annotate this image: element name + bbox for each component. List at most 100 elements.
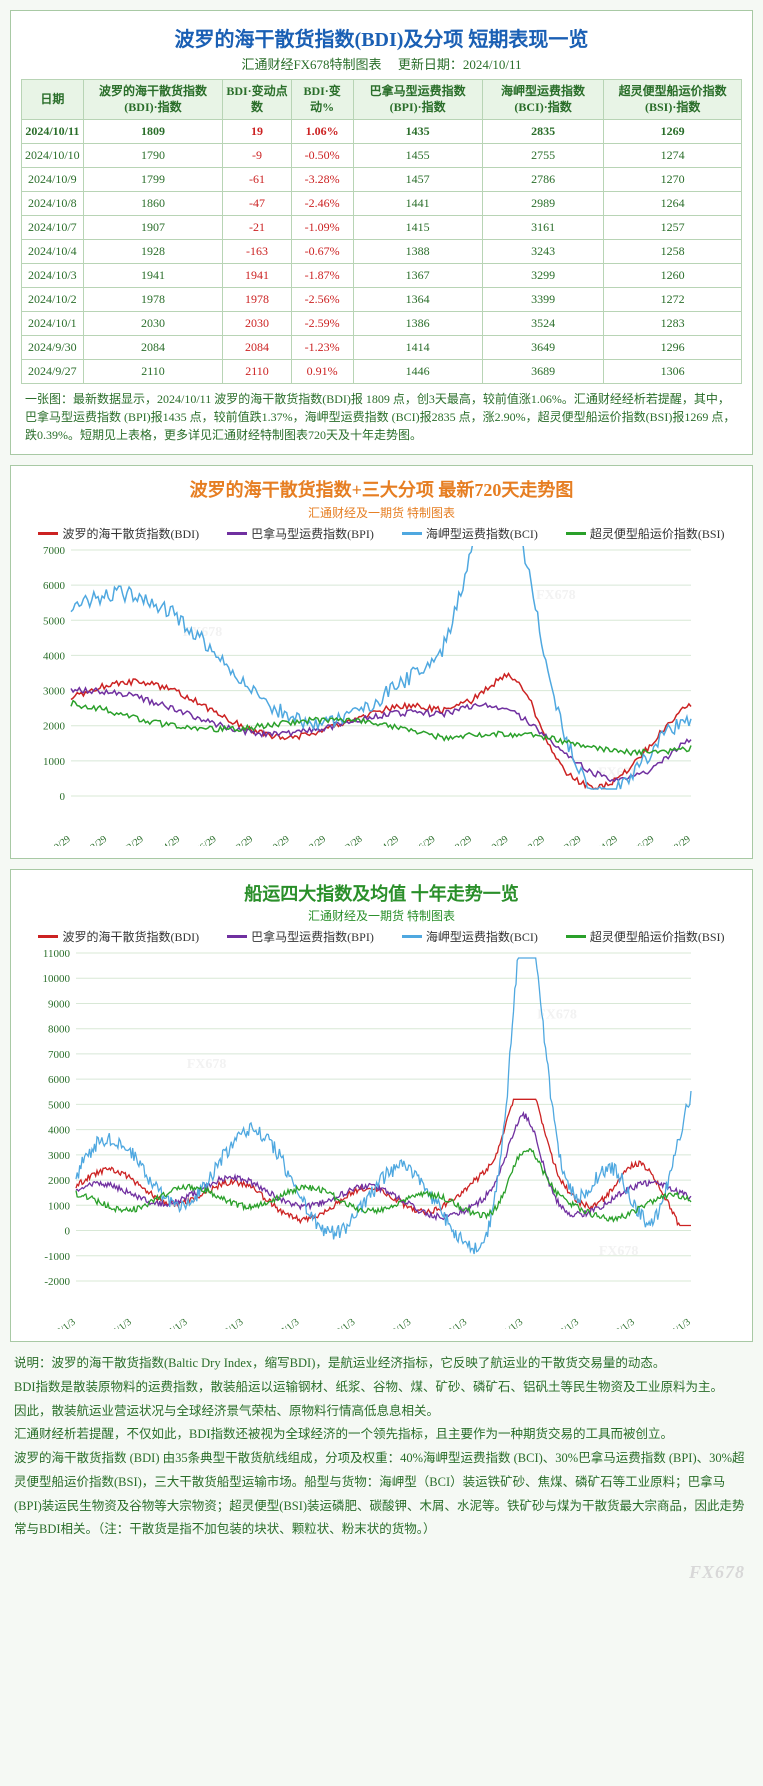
svg-text:2022/4/29: 2022/4/29 xyxy=(144,834,183,846)
table-cell: 2024/10/8 xyxy=(22,192,84,216)
table-cell: 1272 xyxy=(604,288,742,312)
table-row: 2024/10/71907-21-1.09%141531611257 xyxy=(22,216,742,240)
table-cell: 2024/10/2 xyxy=(22,288,84,312)
table-cell: 2084 xyxy=(83,336,223,360)
table-cell: 1258 xyxy=(604,240,742,264)
table-cell: 2024/10/3 xyxy=(22,264,84,288)
table-cell: 1364 xyxy=(353,288,482,312)
svg-text:1000: 1000 xyxy=(48,1200,71,1212)
table-cell: 2110 xyxy=(223,360,291,384)
table-cell: 1270 xyxy=(604,168,742,192)
table-cell: 1446 xyxy=(353,360,482,384)
svg-text:2021/1/3: 2021/1/3 xyxy=(490,1317,525,1329)
bdi-table: 日期波罗的海干散货指数(BDI)·指数BDI·变动点数BDI·变动%巴拿马型运费… xyxy=(21,79,742,384)
chart720-plot: 010002000300040005000600070002021/10/292… xyxy=(21,546,742,850)
chart720-panel: 波罗的海干散货指数+三大分项 最新720天走势图 汇通财经及一期货 特制图表 波… xyxy=(10,465,753,859)
table-panel: 波罗的海干散货指数(BDI)及分项 短期表现一览 汇通财经FX678特制图表 更… xyxy=(10,10,753,455)
svg-text:8000: 8000 xyxy=(48,1024,71,1036)
svg-text:-2000: -2000 xyxy=(44,1276,70,1288)
table-cell: 1941 xyxy=(223,264,291,288)
table-cell: -2.46% xyxy=(291,192,353,216)
explanation-p3: 因此，散装航运业营运状况与全球经济景气荣枯、原物料行情高低息息相关。 xyxy=(14,1400,749,1424)
svg-text:2023/2/28: 2023/2/28 xyxy=(326,834,365,846)
table-cell: 1274 xyxy=(604,144,742,168)
svg-text:2022/10/29: 2022/10/29 xyxy=(249,834,292,846)
table-cell: 1414 xyxy=(353,336,482,360)
table-cell: 1790 xyxy=(83,144,223,168)
legend-swatch xyxy=(566,935,586,938)
table-cell: 1860 xyxy=(83,192,223,216)
svg-text:3000: 3000 xyxy=(48,1150,71,1162)
svg-text:2013/1/3: 2013/1/3 xyxy=(43,1317,78,1329)
table-subtitle: 汇通财经FX678特制图表 更新日期：2024/10/11 xyxy=(21,54,742,73)
table-row: 2024/10/319411941-1.87%136732991260 xyxy=(22,264,742,288)
table-cell: 3243 xyxy=(482,240,604,264)
table-cell: 3524 xyxy=(482,312,604,336)
legend-item: 波罗的海干散货指数(BDI) xyxy=(38,928,199,945)
legend-label: 海岬型运费指数(BCI) xyxy=(426,928,538,945)
legend-label: 超灵便型船运价指数(BSI) xyxy=(590,928,725,945)
table-cell: -1.87% xyxy=(291,264,353,288)
svg-text:2016/1/3: 2016/1/3 xyxy=(211,1317,246,1329)
table-cell: 1260 xyxy=(604,264,742,288)
svg-text:2017/1/3: 2017/1/3 xyxy=(267,1317,302,1329)
svg-text:2020/1/3: 2020/1/3 xyxy=(434,1317,469,1329)
svg-text:FX678: FX678 xyxy=(536,588,576,603)
svg-text:7000: 7000 xyxy=(48,1049,71,1061)
table-cell: 1809 xyxy=(83,120,223,144)
table-row: 2024/9/3020842084-1.23%141436491296 xyxy=(22,336,742,360)
table-header: 波罗的海干散货指数(BDI)·指数 xyxy=(83,80,223,120)
table-row: 2024/9/27211021100.91%144636891306 xyxy=(22,360,742,384)
table-cell: 2030 xyxy=(83,312,223,336)
legend-swatch xyxy=(402,935,422,938)
table-cell: 3299 xyxy=(482,264,604,288)
legend-swatch xyxy=(227,532,247,535)
table-cell: 3161 xyxy=(482,216,604,240)
svg-text:2022/6/29: 2022/6/29 xyxy=(180,834,219,846)
svg-text:2019/1/3: 2019/1/3 xyxy=(379,1317,414,1329)
table-header: BDI·变动% xyxy=(291,80,353,120)
table-row: 2024/10/120302030-2.59%138635241283 xyxy=(22,312,742,336)
table-cell: 1367 xyxy=(353,264,482,288)
table-cell: 1388 xyxy=(353,240,482,264)
explanation-block: 说明：波罗的海干散货指数(Baltic Dry Index，缩写BDI)，是航运… xyxy=(14,1352,749,1542)
svg-text:2024/4/29: 2024/4/29 xyxy=(581,834,620,846)
table-cell: 1386 xyxy=(353,312,482,336)
legend-item: 超灵便型船运价指数(BSI) xyxy=(566,928,725,945)
table-cell: 2755 xyxy=(482,144,604,168)
table-cell: 2024/9/27 xyxy=(22,360,84,384)
legend-swatch xyxy=(38,935,58,938)
svg-text:3000: 3000 xyxy=(43,686,66,698)
table-cell: 2989 xyxy=(482,192,604,216)
table-row: 2024/10/81860-47-2.46%144129891264 xyxy=(22,192,742,216)
legend-label: 巴拿马型运费指数(BPI) xyxy=(251,928,374,945)
svg-text:2023/6/29: 2023/6/29 xyxy=(399,834,438,846)
table-cell: -1.09% xyxy=(291,216,353,240)
svg-text:2023/8/29: 2023/8/29 xyxy=(435,834,474,846)
legend-item: 波罗的海干散货指数(BDI) xyxy=(38,525,199,542)
table-cell: -9 xyxy=(223,144,291,168)
table-cell: 3689 xyxy=(482,360,604,384)
svg-text:4000: 4000 xyxy=(43,651,66,663)
table-cell: 1941 xyxy=(83,264,223,288)
table-cell: 1457 xyxy=(353,168,482,192)
table-cell: 1907 xyxy=(83,216,223,240)
table-cell: 3649 xyxy=(482,336,604,360)
explanation-p2: BDI指数是散装原物料的运费指数，散装船运以运输钢材、纸浆、谷物、煤、矿砂、磷矿… xyxy=(14,1376,749,1400)
table-cell: 1978 xyxy=(223,288,291,312)
subtitle-left: 汇通财经FX678特制图表 xyxy=(241,57,381,72)
subtitle-right: 更新日期：2024/10/11 xyxy=(398,57,522,72)
svg-text:2014/1/3: 2014/1/3 xyxy=(99,1317,134,1329)
svg-text:2023/12/29: 2023/12/29 xyxy=(504,834,547,846)
table-cell: 2024/10/9 xyxy=(22,168,84,192)
table-cell: -47 xyxy=(223,192,291,216)
legend-label: 巴拿马型运费指数(BPI) xyxy=(251,525,374,542)
chart10y-plot: -2000-1000010002000300040005000600070008… xyxy=(21,949,742,1333)
table-row: 2024/10/111809191.06%143528351269 xyxy=(22,120,742,144)
svg-text:2021/10/29: 2021/10/29 xyxy=(30,834,73,846)
svg-text:0: 0 xyxy=(60,791,66,803)
table-row: 2024/10/41928-163-0.67%138832431258 xyxy=(22,240,742,264)
table-cell: -2.59% xyxy=(291,312,353,336)
table-row: 2024/10/219781978-2.56%136433991272 xyxy=(22,288,742,312)
svg-text:0: 0 xyxy=(65,1226,71,1238)
